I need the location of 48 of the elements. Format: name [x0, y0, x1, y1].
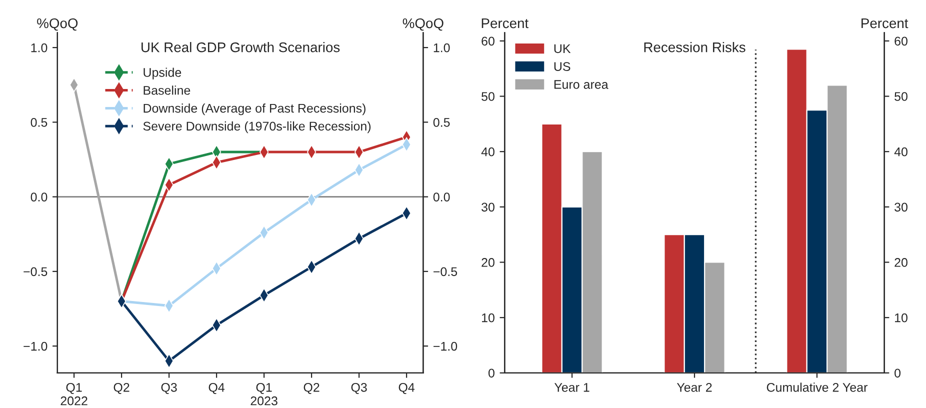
y-tick-label: −1.0 — [24, 342, 48, 351]
text: Recession Risks — [644, 42, 746, 52]
legend-label: Severe Downside (1970s-like Recession) — [143, 121, 371, 134]
y2-tick-label: 10 — [895, 313, 908, 322]
y-tick-label: 40 — [481, 147, 494, 156]
x-tick-label: Q1 2023 — [250, 382, 278, 406]
y-tick-label: −0.5 — [24, 267, 48, 276]
y2-tick-label: 60 — [894, 36, 908, 46]
x-tick-label: Year 1 — [554, 383, 590, 392]
y-tick-label: 30 — [482, 202, 494, 212]
y-axis-title: %QoQ — [37, 18, 78, 31]
x-tick-label: Q2 — [114, 382, 130, 394]
legend-label: UK — [554, 44, 571, 54]
y2-tick-label: 0.0 — [433, 192, 450, 202]
x-tick-label: Q3 — [161, 382, 177, 394]
y2-tick-label: 0.5 — [433, 118, 450, 127]
y-tick-label: 0.5 — [30, 118, 48, 127]
y2-tick-label: 1.0 — [434, 43, 450, 52]
y-tick-label: 50 — [482, 92, 494, 101]
y2-tick-label: 20 — [894, 258, 908, 267]
legend-label: Downside (Average of Past Recessions) — [144, 104, 366, 116]
y2-tick-label: 40 — [894, 147, 908, 156]
legend-label: US — [554, 62, 570, 71]
x-tick-label: Q2 — [304, 382, 320, 394]
y-axis-title: Percent — [482, 18, 528, 28]
x-tick-label: Q4 — [398, 382, 415, 394]
x-tick-label: Q1 2022 — [60, 382, 88, 406]
x-tick-label: Q4 — [208, 382, 225, 394]
y-tick-label: 1.0 — [31, 43, 48, 52]
y2-tick-label: 0 — [894, 368, 901, 378]
y2-tick-label: 30 — [894, 202, 908, 212]
x-tick-label: Cumulative 2 Year — [766, 382, 868, 392]
y-tick-label: 10 — [482, 313, 494, 322]
y2-tick-label: −1.0 — [434, 342, 458, 351]
legend-label: Baseline — [144, 86, 190, 95]
y2-axis-title: %QoQ — [402, 18, 444, 31]
y-tick-label: 0 — [488, 368, 494, 378]
legend-label: Euro area — [554, 80, 608, 89]
legend-label: Upside — [144, 68, 182, 80]
x-tick-label: Year 2 — [676, 382, 712, 392]
x-tick-label: Q3 — [351, 382, 367, 394]
y-tick-label: 20 — [482, 258, 494, 267]
y-tick-label: 0.0 — [30, 192, 48, 202]
y2-tick-label: 50 — [894, 92, 908, 101]
text: UK Real GDP Growth Scenarios — [142, 42, 340, 52]
y2-tick-label: −0.5 — [434, 267, 458, 276]
y-tick-label: 60 — [482, 36, 494, 46]
y2-axis-title: Percent — [862, 18, 908, 28]
